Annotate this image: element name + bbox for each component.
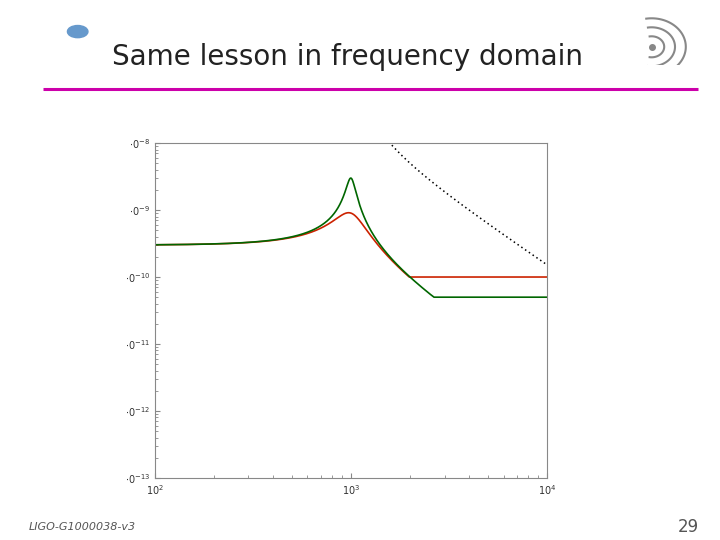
Circle shape — [68, 25, 88, 38]
Text: Same lesson in frequency domain: Same lesson in frequency domain — [112, 43, 582, 71]
Text: LSC: LSC — [37, 27, 68, 42]
Text: LIGO-G1000038-v3: LIGO-G1000038-v3 — [29, 522, 136, 531]
Text: 29: 29 — [678, 517, 698, 536]
